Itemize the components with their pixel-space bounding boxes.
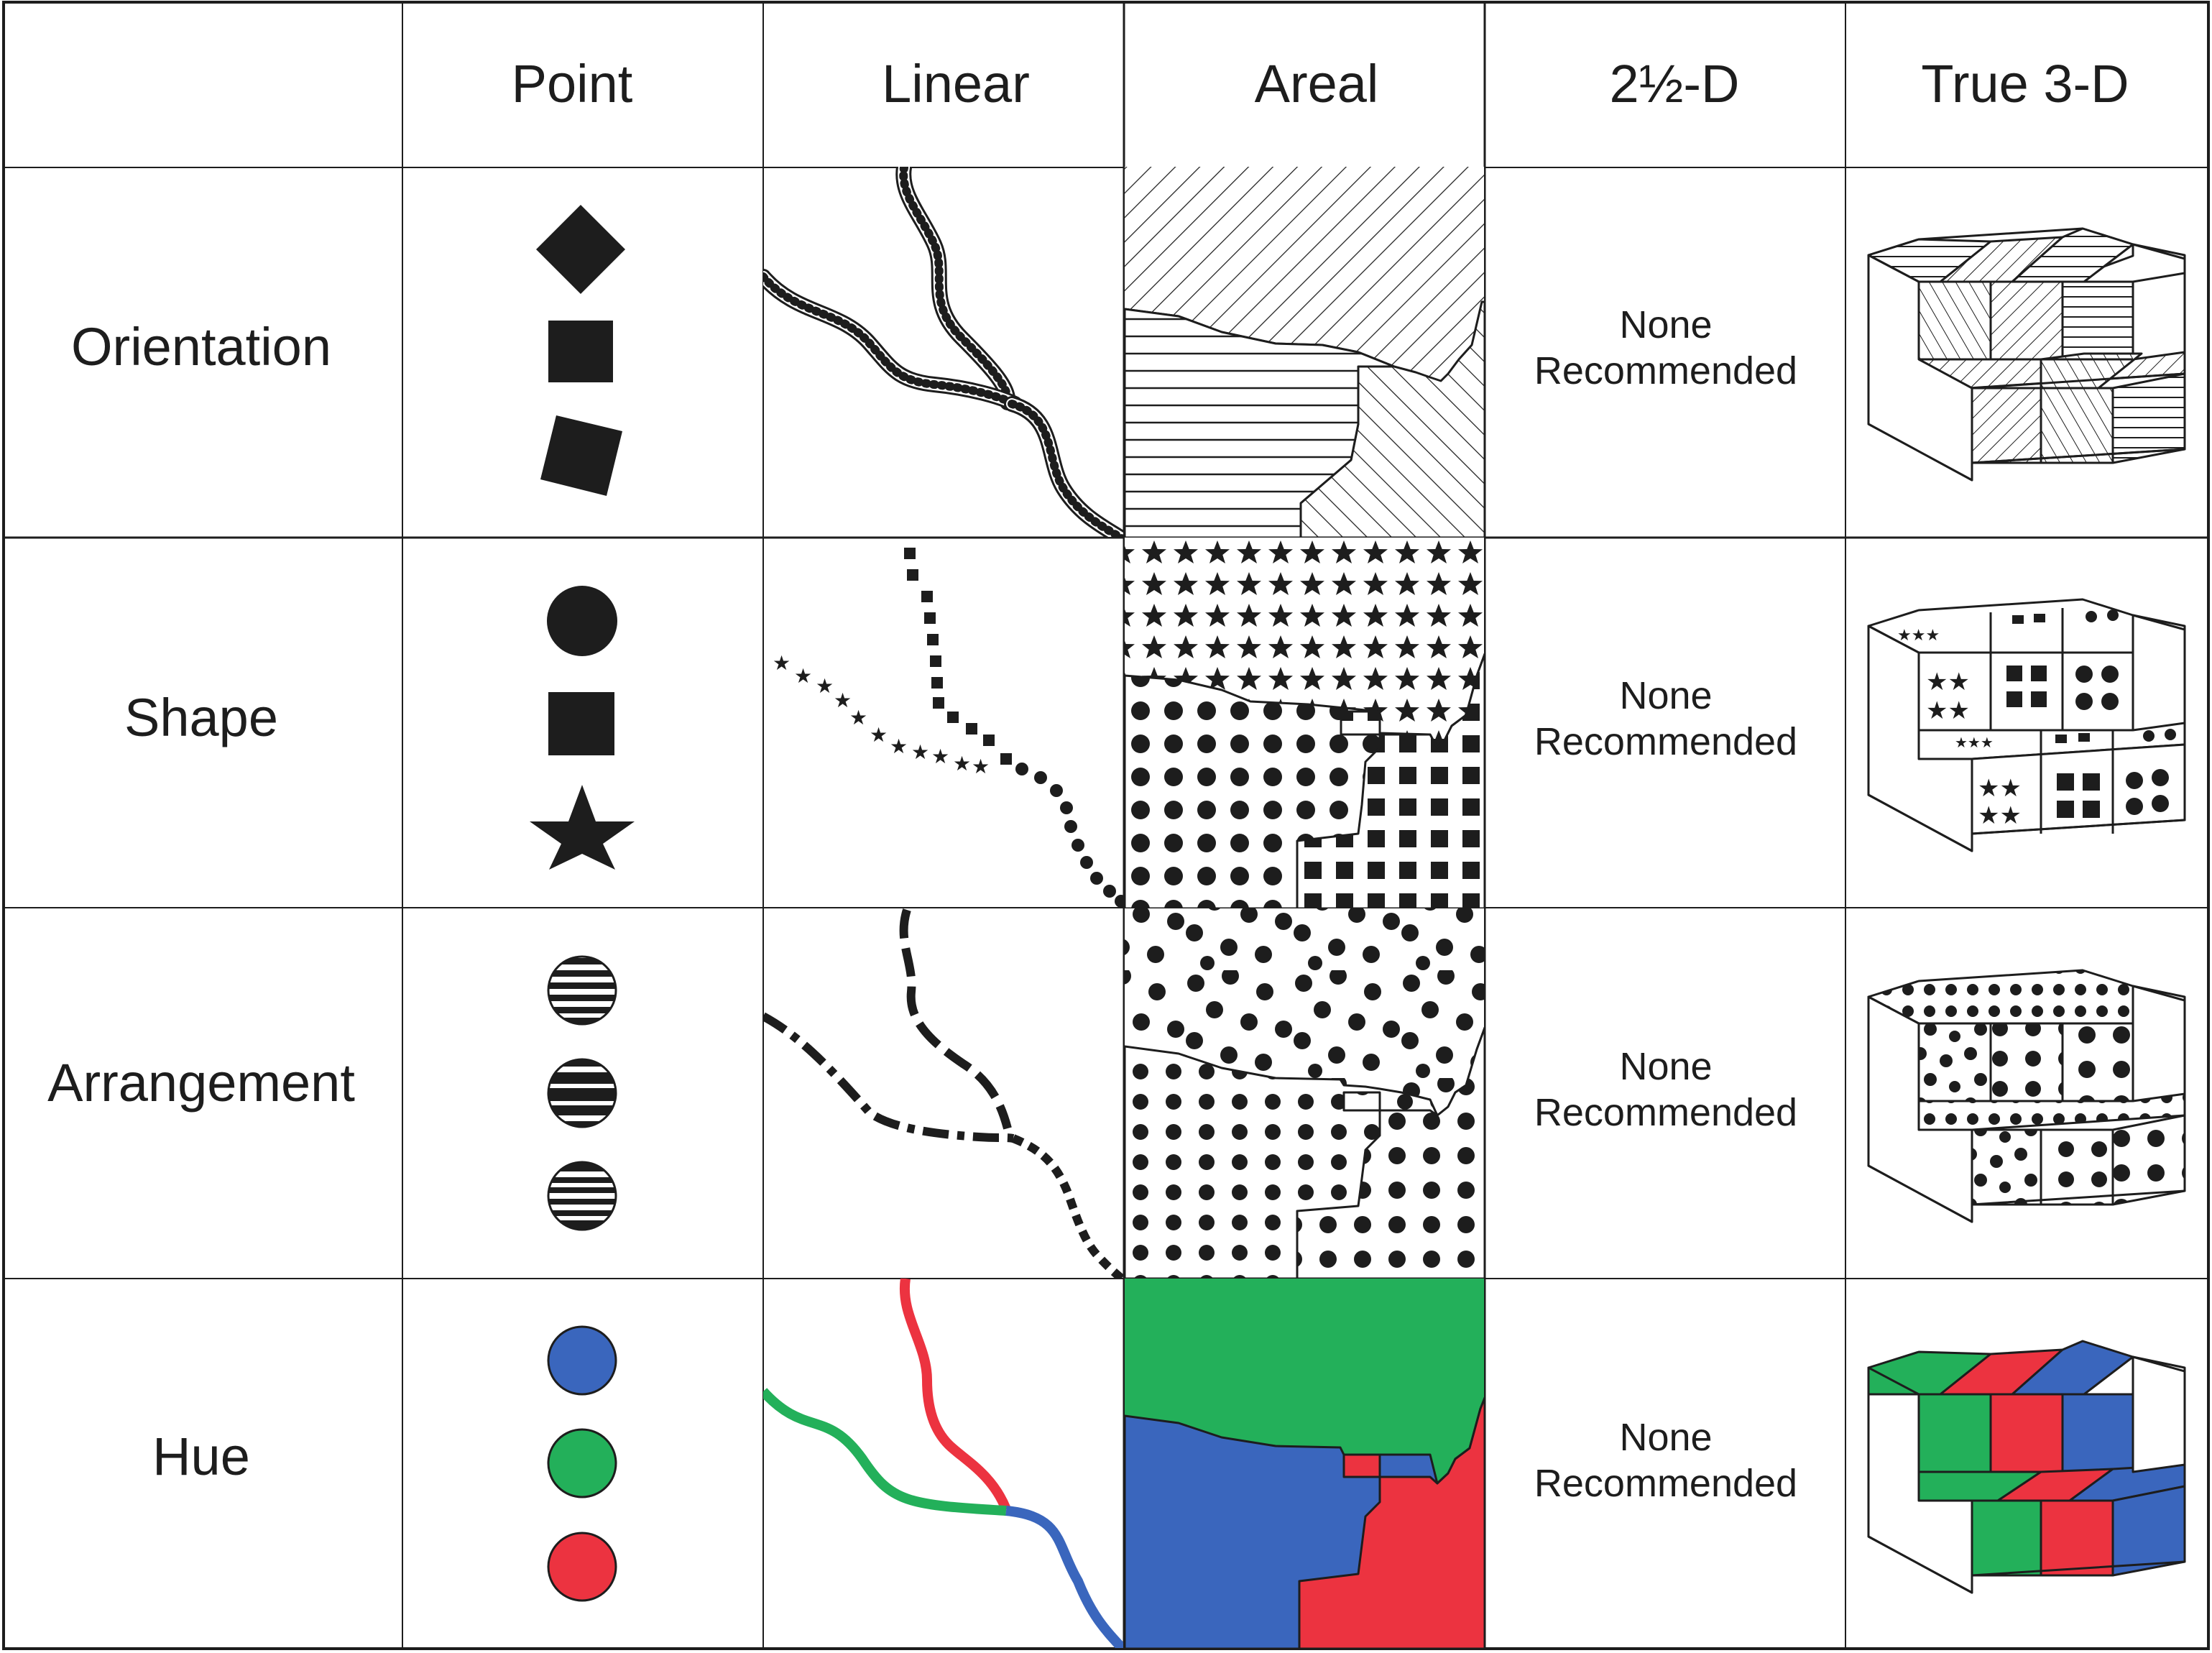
none-label: None: [1619, 1416, 1712, 1459]
svg-text:★★: ★★: [1926, 697, 1970, 724]
striped-circle-icon: [547, 1161, 617, 1231]
point-column: [530, 205, 635, 1602]
svg-text:★★★: ★★★: [1897, 626, 1940, 644]
svg-text:★: ★: [849, 706, 867, 729]
svg-text:★: ★: [953, 752, 971, 775]
recommended-label: Recommended: [1534, 1462, 1797, 1505]
svg-text:★: ★: [816, 675, 834, 697]
areal-shape: [1125, 538, 1484, 908]
areal-arrangement: [1125, 908, 1484, 1278]
recommended-label: Recommended: [1534, 349, 1797, 392]
none-label: None: [1619, 1045, 1712, 1088]
svg-text:★★: ★★: [1978, 802, 2022, 829]
column-header-areal: Areal: [1255, 54, 1379, 114]
row-label-shape: Shape: [124, 688, 278, 747]
diamond-icon: [536, 205, 625, 294]
linear-orientation: [763, 167, 1123, 537]
row-label-hue: Hue: [152, 1427, 250, 1486]
striped-circle-icon: [547, 1058, 617, 1128]
linear-shape: ★★ ★★ ★★ ★ ★ ★ ★ ★: [773, 548, 1123, 908]
column-header-two-half-d: 2½-D: [1610, 54, 1740, 114]
column-header-true-3d: True 3-D: [1921, 54, 2129, 114]
recommended-label: Recommended: [1534, 1091, 1797, 1134]
column-headers: Point Linear Areal 2½-D True 3-D: [512, 54, 2129, 114]
block-stack-orientation: [1867, 227, 2186, 482]
svg-text:★: ★: [911, 741, 929, 763]
column-header-point: Point: [512, 54, 633, 114]
svg-text:★★★: ★★★: [1955, 735, 1994, 751]
block-stack-arrangement: [1867, 969, 2186, 1223]
row-label-arrangement: Arrangement: [47, 1053, 355, 1113]
none-label: None: [1619, 674, 1712, 717]
svg-text:★: ★: [890, 735, 908, 758]
svg-text:★: ★: [773, 652, 791, 674]
svg-text:★: ★: [972, 755, 990, 778]
circle-icon: [547, 586, 617, 656]
svg-text:★★: ★★: [1926, 668, 1970, 696]
areal-hue: [1125, 1279, 1484, 1648]
green-circle-icon: [547, 1428, 617, 1498]
svg-text:★: ★: [931, 745, 949, 768]
red-circle-icon: [547, 1532, 617, 1602]
star-icon: [530, 785, 635, 870]
striped-circle-icon: [547, 955, 617, 1026]
square-icon: [548, 321, 613, 382]
svg-text:★: ★: [870, 724, 888, 746]
column-header-linear: Linear: [882, 54, 1030, 114]
linear-hue: [763, 1279, 1123, 1648]
row-label-orientation: Orientation: [71, 317, 331, 377]
block-stack-hue: [1867, 1340, 2186, 1594]
square-icon: [548, 692, 614, 755]
svg-text:★: ★: [794, 665, 812, 687]
linear-arrangement: [763, 908, 1123, 1278]
none-label: None: [1619, 303, 1712, 346]
svg-text:★★: ★★: [1978, 775, 2022, 802]
rotated-square-icon: [540, 415, 622, 496]
areal-orientation: [1125, 167, 1484, 537]
recommended-label: Recommended: [1534, 720, 1797, 763]
svg-text:★: ★: [834, 689, 852, 712]
row-labels: Orientation Shape Arrangement Hue: [47, 317, 355, 1486]
two-half-d-column: None Recommended None Recommended None R…: [1534, 303, 1797, 1505]
blue-circle-icon: [547, 1325, 617, 1396]
block-stack-shape: ★★★ ★★ ★★ ★★ ★★ ★★★: [1867, 598, 2186, 852]
